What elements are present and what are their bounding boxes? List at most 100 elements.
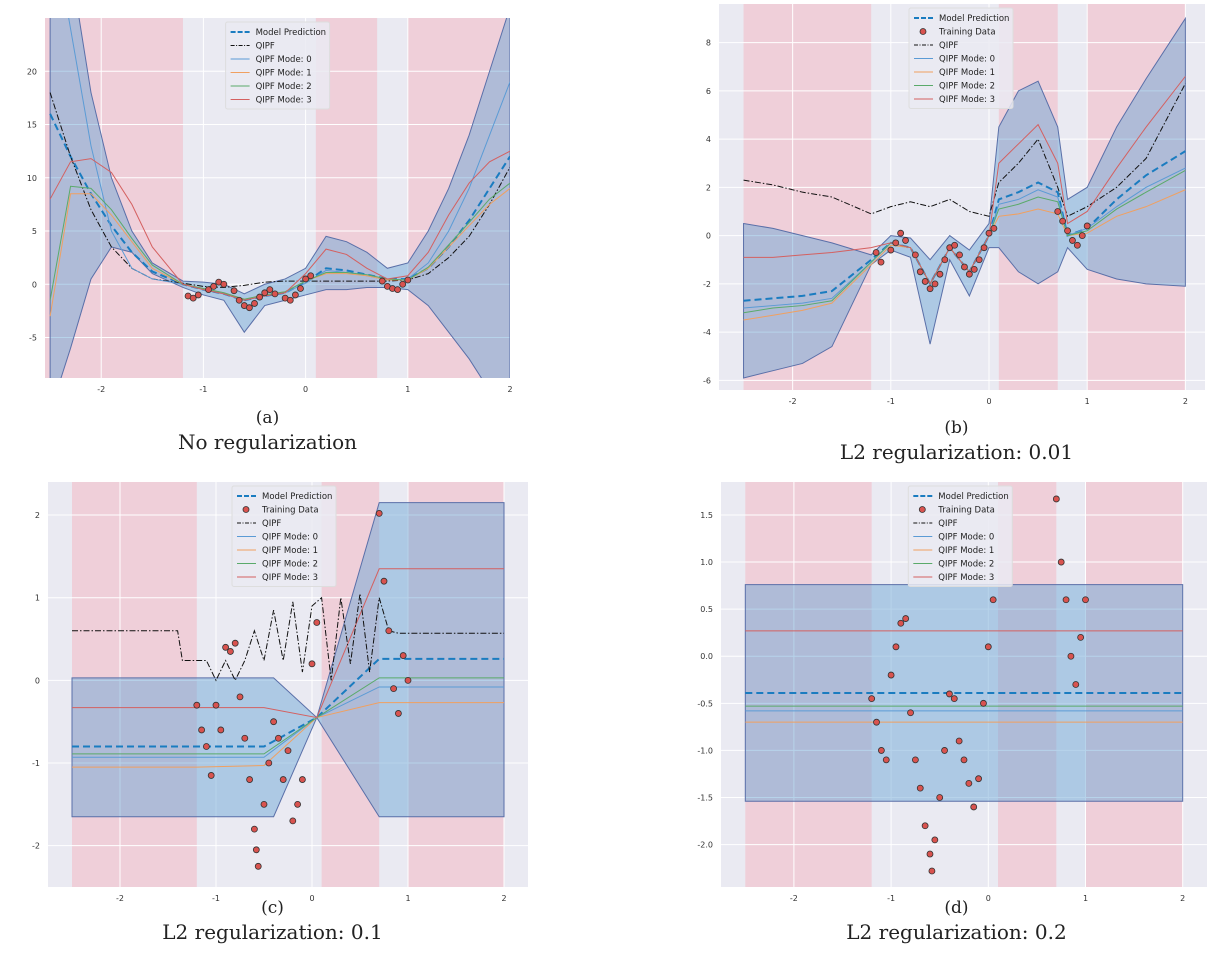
series-prediction: [72, 657, 504, 748]
training-point: [404, 676, 412, 684]
y-tick-label: 1.5: [700, 511, 713, 520]
training-point: [252, 846, 260, 854]
training-point: [887, 671, 895, 679]
chart-b: -2 -1 0 1 2 -6 -4 -2 0 2 4 6 8 Model Prediction Traini…: [703, 4, 1205, 406]
training-point: [911, 756, 919, 764]
training-point: [271, 290, 279, 298]
caption-text-c: L2 regularization: 0.1: [162, 920, 383, 944]
x-tick-label: 1: [405, 385, 410, 394]
training-point: [1073, 241, 1081, 249]
training-point: [202, 743, 210, 750]
training-point: [897, 229, 905, 237]
caption-letter-b: (b): [944, 418, 969, 438]
training-point: [313, 619, 321, 626]
training-point: [404, 276, 412, 284]
training-point: [289, 817, 297, 825]
plot-area: [71, 502, 505, 870]
series-qipf: [72, 593, 504, 682]
training-point: [291, 291, 299, 299]
y-tick-label: -4: [703, 328, 711, 337]
training-point: [222, 643, 230, 651]
training-point: [212, 701, 220, 709]
training-point: [1069, 237, 1076, 244]
training-point: [246, 776, 254, 783]
y-tick-label: -2: [703, 280, 711, 289]
training-point: [1064, 227, 1071, 235]
training-point: [302, 275, 310, 283]
legend-label-mode1: QIPF Mode: 1: [938, 546, 994, 556]
y-tick-label: -2: [32, 842, 40, 851]
legend-label-prediction: Model Prediction: [938, 492, 1008, 502]
training-point: [961, 263, 968, 271]
chart-d: -2 -1 0 1 2 -2.0 -1.5 -1.0 -0.5 0.0 0.5 1.0 1.5 Model…: [697, 482, 1207, 903]
y-tick-label: 0.0: [700, 652, 713, 661]
x-tick-label: -2: [790, 894, 798, 903]
y-tick-label: 0: [706, 232, 711, 241]
training-point: [279, 776, 287, 783]
training-point: [1072, 681, 1080, 688]
x-tick-label: -2: [116, 894, 124, 903]
training-point: [931, 836, 939, 844]
legend-label-mode3: QIPF Mode: 3: [262, 573, 318, 583]
training-point: [951, 241, 959, 249]
legend-label-mode0: QIPF Mode: 0: [938, 533, 994, 543]
plot-area: [744, 495, 1184, 875]
x-tick-label: 2: [1183, 397, 1188, 406]
y-tick-label: 0: [32, 280, 37, 289]
training-point: [226, 648, 234, 655]
training-point: [1062, 596, 1070, 604]
legend-label-prediction: Model Prediction: [262, 492, 332, 502]
x-tick-label: 1: [1085, 397, 1090, 406]
legend-label-mode2: QIPF Mode: 2: [939, 82, 995, 92]
training-point: [394, 710, 402, 717]
training-point: [286, 296, 294, 304]
training-point: [308, 660, 316, 668]
training-point: [399, 652, 407, 659]
plot-area: [743, 16, 1186, 379]
training-point: [928, 867, 936, 875]
training-point: [1057, 558, 1065, 566]
y-tick-label: 2: [706, 183, 711, 192]
training-point: [926, 850, 934, 858]
x-tick-label: 2: [1180, 894, 1185, 903]
legend-label-mode3: QIPF Mode: 3: [939, 95, 995, 105]
training-point: [916, 784, 924, 792]
legend-marker-training: [918, 506, 926, 513]
training-point: [897, 619, 905, 627]
x-tick-label: -2: [789, 397, 797, 406]
caption-b: (b) L2 regularization: 0.01: [651, 418, 1222, 464]
training-point: [926, 285, 934, 293]
training-point: [907, 709, 914, 717]
training-point: [210, 283, 218, 290]
training-point: [941, 256, 949, 264]
y-tick-label: -0.5: [697, 699, 713, 708]
training-point: [989, 596, 997, 604]
legend-label-mode1: QIPF Mode: 1: [262, 546, 318, 556]
training-point: [892, 239, 900, 247]
training-point: [1078, 232, 1086, 240]
training-point: [231, 639, 239, 647]
training-point: [941, 747, 948, 754]
y-tick-label: -6: [703, 376, 711, 385]
x-tick-label: -1: [887, 894, 895, 903]
training-point: [872, 249, 880, 256]
training-point: [1052, 495, 1060, 503]
series-qipf: [743, 83, 1186, 217]
legend-label-mode0: QIPF Mode: 0: [256, 55, 312, 65]
training-point: [916, 268, 924, 276]
x-tick-label: 2: [501, 894, 506, 903]
training-point: [274, 734, 282, 742]
training-point: [960, 756, 968, 764]
series-mode3: [49, 150, 510, 301]
legend-label-mode3: QIPF Mode: 3: [256, 96, 312, 106]
x-tick-label: -1: [887, 397, 895, 406]
legend-label-training: Training Data: [261, 506, 319, 516]
caption-text-d: L2 regularization: 0.2: [846, 920, 1067, 944]
training-point: [946, 690, 953, 698]
y-tick-label: 6: [706, 87, 711, 96]
training-point: [956, 251, 963, 259]
training-point: [1054, 208, 1062, 215]
training-point: [936, 794, 944, 801]
training-point: [265, 759, 273, 767]
y-tick-label: 0.5: [700, 605, 713, 614]
